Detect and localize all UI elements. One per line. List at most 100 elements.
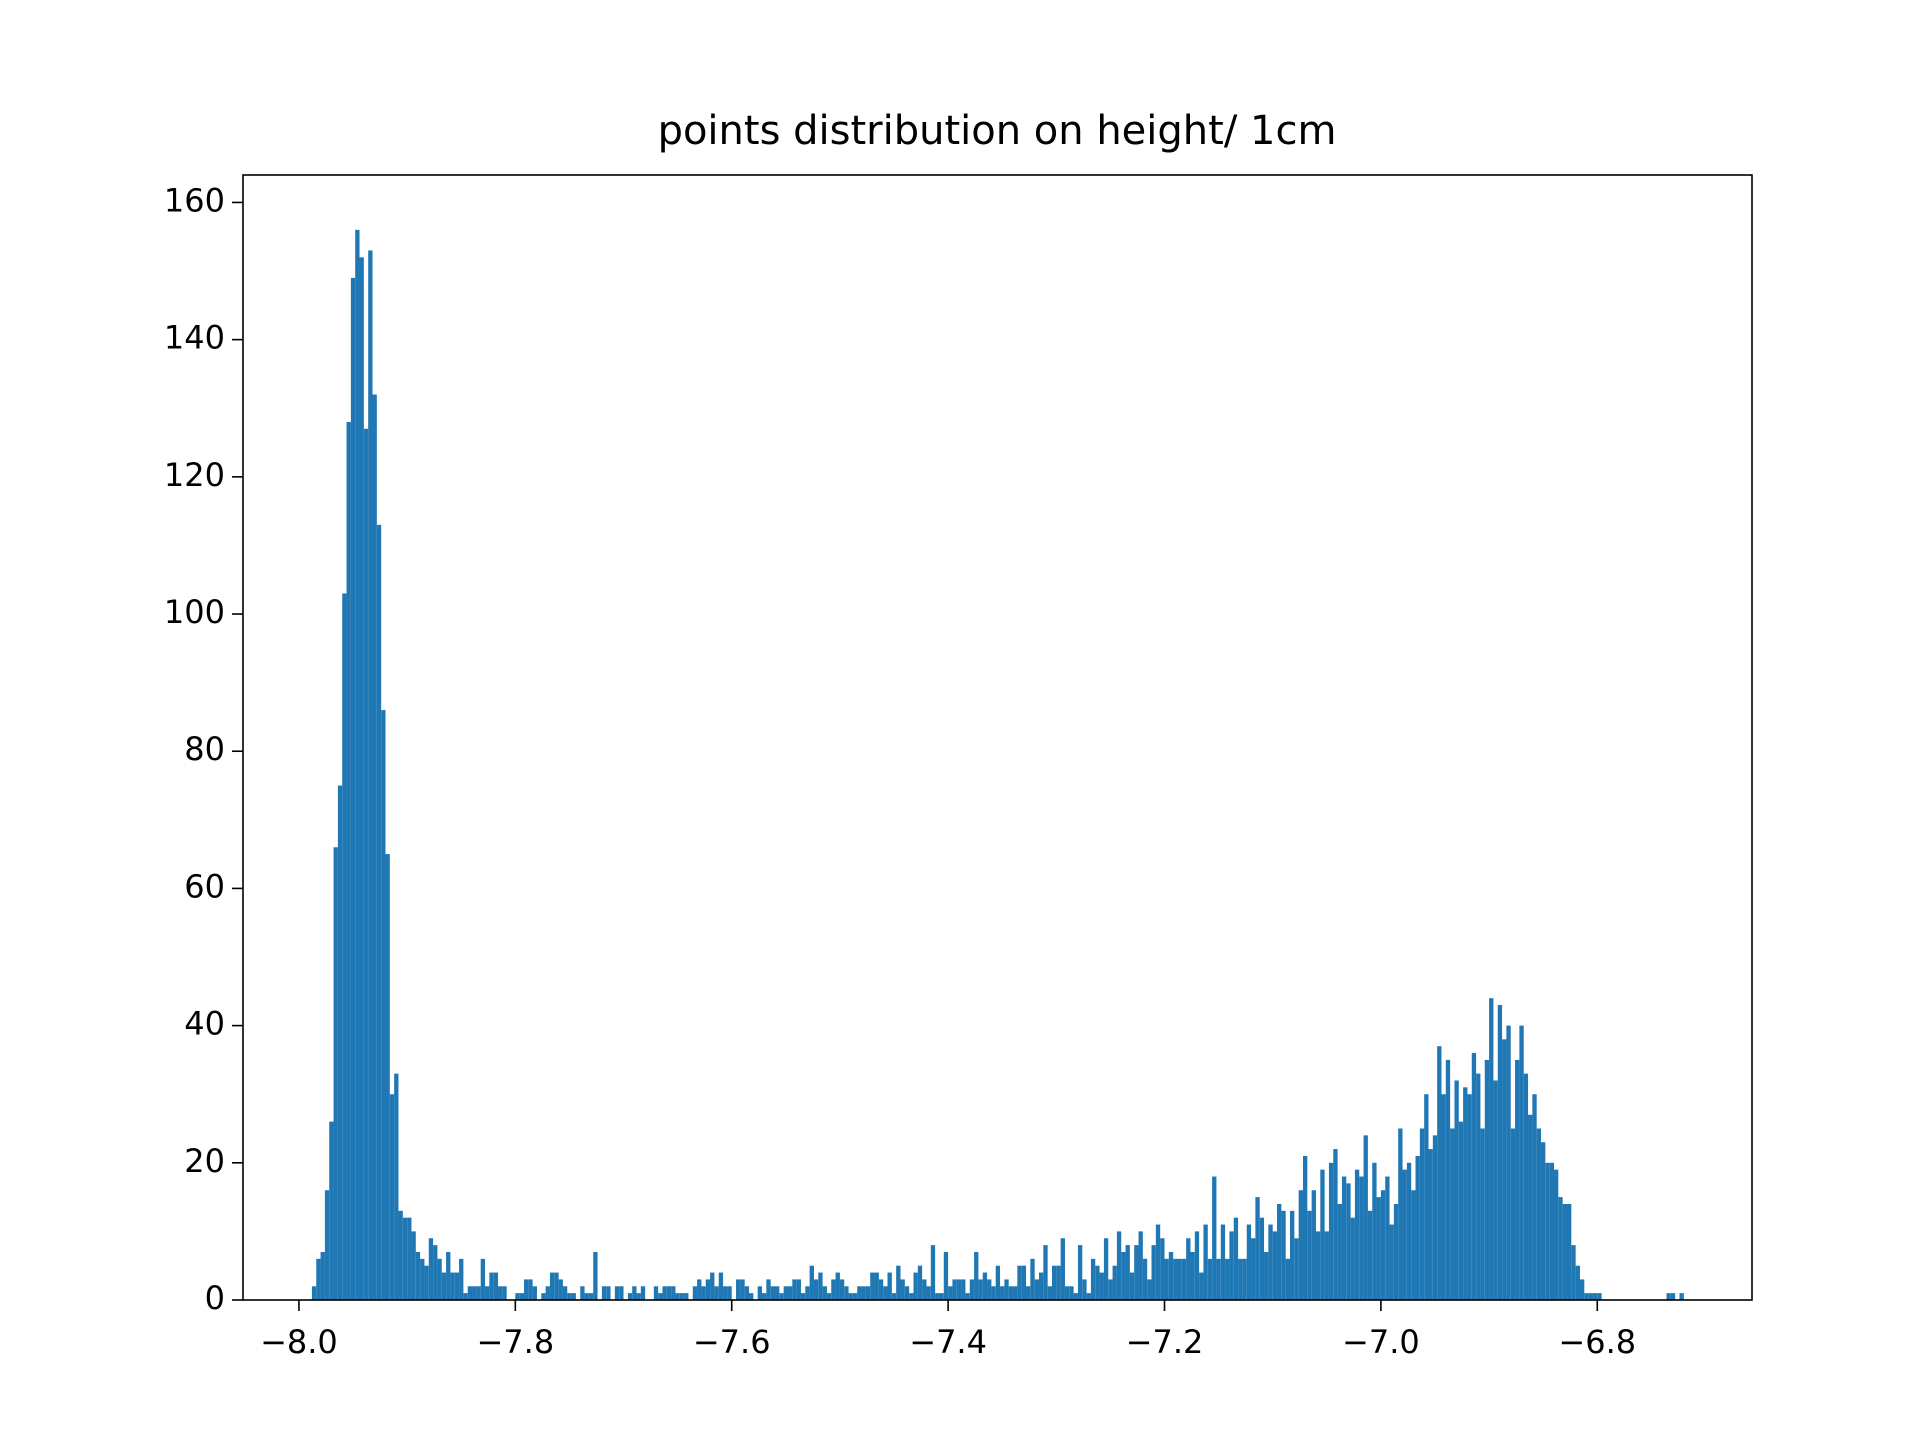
bar bbox=[1164, 1258, 1169, 1300]
axes-frame bbox=[242, 174, 1753, 1301]
bar bbox=[1290, 1210, 1295, 1300]
bar bbox=[1454, 1080, 1459, 1300]
bar bbox=[389, 1094, 395, 1300]
bar bbox=[614, 1286, 620, 1300]
bar bbox=[459, 1258, 464, 1300]
bar bbox=[1034, 1279, 1039, 1300]
bar bbox=[1203, 1224, 1208, 1300]
bar bbox=[666, 1286, 672, 1300]
bar bbox=[1129, 1272, 1135, 1300]
bar bbox=[1415, 1155, 1420, 1300]
chart-title: points distribution on height/ 1cm bbox=[658, 108, 1337, 154]
bar bbox=[1259, 1217, 1265, 1300]
bar bbox=[965, 1293, 970, 1300]
bar bbox=[1597, 1293, 1602, 1300]
bar bbox=[762, 1293, 767, 1300]
bar bbox=[1199, 1272, 1204, 1300]
bar bbox=[1173, 1258, 1178, 1300]
bar bbox=[1528, 1114, 1533, 1300]
bar bbox=[372, 394, 377, 1300]
bar bbox=[1160, 1238, 1165, 1300]
bar bbox=[441, 1272, 447, 1300]
bar bbox=[476, 1286, 481, 1300]
bar bbox=[472, 1286, 477, 1300]
bar bbox=[1545, 1162, 1550, 1300]
bar bbox=[878, 1279, 884, 1300]
bar bbox=[1380, 1190, 1386, 1300]
bar bbox=[1579, 1279, 1585, 1300]
bar bbox=[433, 1245, 438, 1300]
bar bbox=[342, 593, 347, 1300]
x-tick-label: −7.0 bbox=[1342, 1323, 1420, 1361]
bar bbox=[580, 1286, 585, 1300]
bar bbox=[1541, 1142, 1546, 1300]
bar bbox=[1476, 1073, 1481, 1300]
bar bbox=[355, 229, 360, 1300]
y-tick-label: 20 bbox=[184, 1142, 225, 1180]
bar bbox=[705, 1279, 711, 1300]
bar bbox=[359, 257, 364, 1300]
bar bbox=[1095, 1265, 1100, 1300]
bar bbox=[948, 1286, 953, 1300]
bar bbox=[1000, 1286, 1005, 1300]
bar bbox=[904, 1286, 910, 1300]
bar bbox=[813, 1279, 819, 1300]
bar bbox=[1337, 1203, 1342, 1300]
bar bbox=[671, 1286, 676, 1300]
bar bbox=[1502, 1039, 1507, 1300]
bar bbox=[991, 1286, 996, 1300]
bar bbox=[1575, 1265, 1580, 1300]
bar bbox=[463, 1293, 468, 1300]
bar bbox=[857, 1286, 862, 1300]
bar bbox=[1471, 1053, 1477, 1300]
bar bbox=[402, 1217, 408, 1300]
bar bbox=[1441, 1094, 1446, 1300]
bar bbox=[766, 1279, 771, 1300]
bar bbox=[528, 1279, 533, 1300]
bar bbox=[922, 1279, 927, 1300]
bar bbox=[662, 1286, 667, 1300]
bar bbox=[567, 1293, 572, 1300]
bar bbox=[1307, 1210, 1312, 1300]
bar bbox=[697, 1279, 702, 1300]
bar bbox=[1588, 1293, 1593, 1300]
bar bbox=[1043, 1245, 1048, 1300]
bar bbox=[1350, 1217, 1355, 1300]
y-tick-label: 60 bbox=[184, 867, 225, 905]
bar bbox=[493, 1272, 499, 1300]
bar bbox=[1445, 1059, 1451, 1300]
bar bbox=[1679, 1293, 1684, 1300]
bar bbox=[1333, 1149, 1338, 1300]
bar bbox=[1437, 1046, 1442, 1300]
bar bbox=[1190, 1251, 1195, 1300]
bar bbox=[1281, 1210, 1286, 1300]
bar bbox=[480, 1258, 486, 1300]
bar bbox=[956, 1279, 962, 1300]
bar bbox=[796, 1279, 801, 1300]
bar bbox=[1073, 1293, 1078, 1300]
bar bbox=[1225, 1258, 1230, 1300]
bar bbox=[1103, 1238, 1109, 1300]
bar bbox=[1549, 1162, 1555, 1300]
y-tick-label: 40 bbox=[184, 1005, 225, 1043]
bar bbox=[545, 1286, 550, 1300]
bar bbox=[1026, 1286, 1031, 1300]
bar bbox=[450, 1272, 455, 1300]
bar bbox=[1311, 1190, 1316, 1300]
bar bbox=[1463, 1087, 1468, 1300]
bar bbox=[787, 1286, 793, 1300]
bar bbox=[822, 1286, 827, 1300]
bar bbox=[1121, 1251, 1126, 1300]
bar bbox=[411, 1231, 416, 1300]
bar bbox=[446, 1251, 451, 1300]
bar bbox=[502, 1286, 507, 1300]
bar bbox=[1186, 1238, 1191, 1300]
x-tick-label: −7.8 bbox=[476, 1323, 554, 1361]
bar bbox=[368, 250, 373, 1301]
bar bbox=[1406, 1162, 1412, 1300]
bar bbox=[848, 1293, 853, 1300]
bar bbox=[394, 1073, 399, 1300]
bar bbox=[896, 1265, 901, 1300]
bar bbox=[969, 1279, 975, 1300]
